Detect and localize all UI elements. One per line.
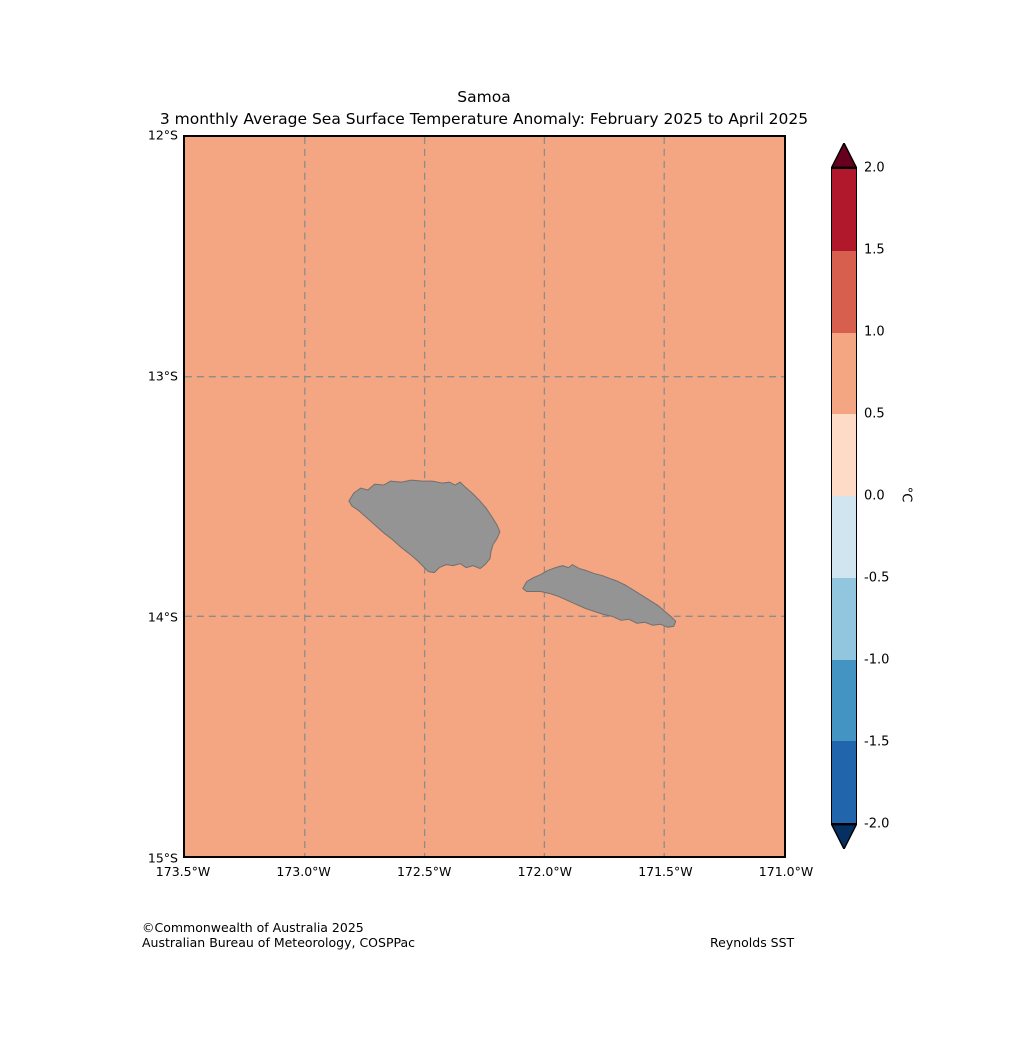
x-tick-label: 171.0°W	[758, 864, 814, 879]
colorbar-tick-label: 1.5	[864, 242, 885, 258]
footer-data-source: Reynolds SST	[710, 935, 795, 950]
colorbar-tick-label: 2.0	[864, 160, 885, 176]
colorbar-tick-label: 1.0	[864, 324, 885, 340]
colorbar-segment	[832, 659, 856, 742]
chart-subtitle: 3 monthly Average Sea Surface Temperatur…	[159, 110, 809, 128]
x-tick-label: 173.0°W	[276, 864, 331, 879]
colorbar-arrow-down-shape	[831, 824, 857, 849]
colorbar-arrow-up	[831, 143, 857, 168]
colorbar-unit-label: °C	[898, 486, 914, 503]
colorbar	[831, 143, 857, 849]
map-area	[183, 135, 786, 858]
island-west-shape	[348, 479, 501, 574]
colorbar-segment	[832, 169, 856, 251]
colorbar-segment	[832, 577, 856, 660]
colorbar-tick-label: 0.0	[864, 488, 885, 504]
footer-copyright: ©Commonwealth of Australia 2025	[142, 920, 364, 935]
x-tick-label: 171.5°W	[638, 864, 693, 879]
footer-organisation: Australian Bureau of Meteorology, COSPPa…	[142, 935, 415, 950]
colorbar-segment	[832, 496, 856, 578]
x-tick-label: 172.5°W	[396, 864, 452, 879]
colorbar-arrow-down	[831, 824, 857, 849]
y-tick-label: 13°S	[147, 368, 178, 384]
y-tick-label: 15°S	[147, 850, 178, 866]
colorbar-segment	[832, 414, 856, 496]
y-tick-label: 14°S	[147, 609, 178, 625]
colorbar-segment	[832, 741, 856, 823]
y-axis: 12°S 13°S 14°S 15°S	[128, 128, 178, 866]
x-tick-label: 173.5°W	[155, 864, 211, 879]
x-tick-label: 172.0°W	[517, 864, 572, 879]
colorbar-tick-label: 0.5	[864, 406, 885, 422]
colorbar-ticks: 2.0 1.5 1.0 0.5 0.0 -0.5 -1.0 -1.5 -2.0	[864, 161, 904, 832]
map-canvas	[185, 137, 784, 856]
island-east-shape	[522, 564, 677, 628]
colorbar-segment	[832, 332, 856, 415]
colorbar-segments	[831, 168, 857, 824]
y-tick-label: 12°S	[147, 127, 178, 143]
colorbar-tick-label: -0.5	[864, 570, 890, 586]
page-title: Samoa	[457, 88, 511, 106]
colorbar-tick-label: -1.0	[864, 652, 890, 668]
x-axis: 173.5°W 173.0°W 172.5°W 172.0°W 171.5°W 171.0…	[156, 864, 813, 882]
colorbar-tick-label: -1.5	[864, 734, 890, 750]
colorbar-segment	[832, 250, 856, 333]
colorbar-arrow-up-shape	[831, 143, 857, 168]
colorbar-tick-label: -2.0	[864, 816, 890, 832]
